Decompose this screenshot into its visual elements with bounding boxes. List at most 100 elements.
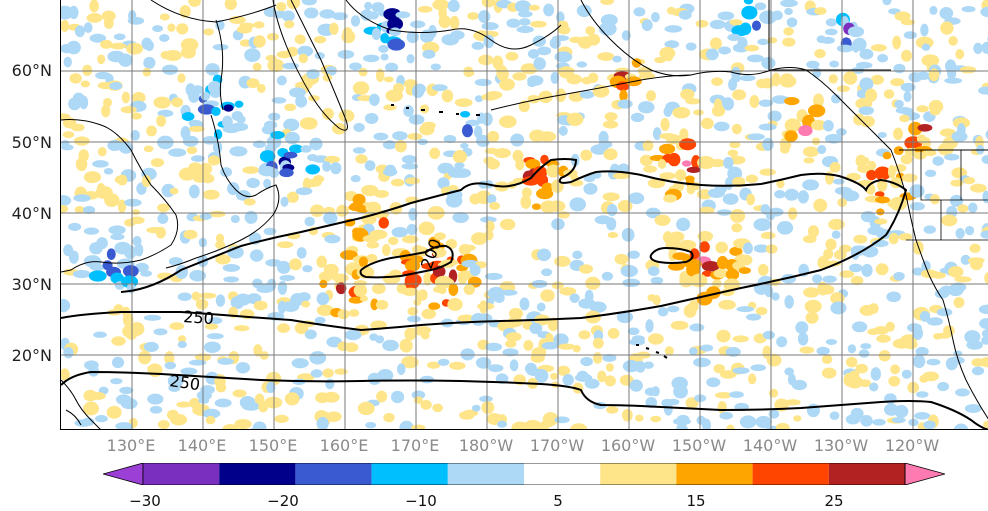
anomaly-patch — [755, 306, 768, 316]
anomaly-patch — [860, 343, 872, 350]
anomaly-patch — [353, 122, 365, 133]
anomaly-patch — [89, 264, 105, 271]
anomaly-patch — [534, 369, 549, 383]
anomaly-patch — [909, 184, 925, 198]
anomaly-patch — [130, 112, 142, 120]
anomaly-patch — [253, 300, 268, 311]
anomaly-patch — [716, 329, 731, 343]
anomaly-patch — [954, 276, 972, 283]
anomaly-patch — [297, 45, 314, 57]
anomaly-patch — [118, 141, 134, 154]
anomaly-patch — [365, 421, 377, 429]
anomaly-patch — [371, 2, 385, 13]
anomaly-patch — [263, 178, 272, 189]
anomaly-patch — [119, 386, 134, 395]
anomaly-patch — [904, 340, 918, 350]
anomaly-patch — [101, 10, 116, 22]
anomaly-patch — [125, 327, 138, 340]
anomaly-patch — [979, 318, 988, 329]
anomaly-patch — [531, 347, 547, 360]
anomaly-patch — [383, 76, 394, 83]
anomaly-patch — [932, 156, 944, 166]
anomaly-patch — [383, 104, 397, 111]
anomaly-patch — [68, 5, 79, 19]
anomaly-patch — [314, 52, 325, 60]
anomaly-patch — [722, 97, 735, 111]
anomaly-patch — [289, 258, 302, 271]
anomaly-patch — [757, 38, 769, 46]
anomaly-patch — [727, 149, 739, 157]
anomaly-patch — [83, 227, 100, 235]
anomaly-patch — [536, 187, 554, 200]
anomaly-patch — [352, 193, 366, 206]
anomaly-patch — [399, 338, 413, 353]
anomaly-patch — [732, 43, 749, 53]
anomaly-patch — [538, 90, 553, 104]
anomaly-patch — [760, 231, 776, 240]
anomaly-patch — [177, 73, 186, 83]
anomaly-patch — [376, 299, 389, 310]
anomaly-patch — [678, 239, 697, 251]
anomaly-patch — [859, 77, 874, 91]
colorbar-tick: 15 — [686, 492, 706, 510]
anomaly-patch — [120, 106, 137, 114]
anomaly-patch — [732, 335, 749, 343]
anomaly-patch — [634, 414, 644, 422]
anomaly-patch — [725, 268, 740, 281]
anomaly-patch — [481, 0, 496, 8]
anomaly-patch — [167, 23, 176, 32]
anomaly-patch — [371, 27, 381, 41]
anomaly-patch — [401, 163, 419, 170]
anomaly-patch — [509, 359, 519, 372]
anomaly-patch — [493, 147, 511, 159]
anomaly-patch — [348, 309, 360, 317]
anomaly-patch — [963, 177, 976, 185]
anomaly-patch — [833, 178, 845, 185]
anomaly-patch — [982, 190, 988, 204]
anomaly-patch — [163, 49, 182, 62]
anomaly-patch — [471, 404, 481, 412]
anomaly-patch — [520, 195, 532, 209]
anomaly-patch — [761, 78, 774, 89]
anomaly-patch — [622, 278, 641, 288]
anomaly-patch — [614, 253, 629, 265]
anomaly-patch — [324, 234, 341, 244]
anomaly-patch — [61, 19, 70, 33]
anomaly-patch — [244, 210, 258, 224]
anomaly-patch — [146, 125, 157, 137]
anomaly-patch — [445, 194, 463, 208]
anomaly-patch — [63, 56, 72, 68]
anomaly-patch — [908, 121, 923, 136]
anomaly-patch — [715, 241, 728, 254]
anomaly-patch — [484, 230, 494, 241]
anomaly-patch — [306, 68, 320, 80]
anomaly-patch — [872, 418, 886, 426]
anomaly-patch — [521, 187, 532, 198]
anomaly-patch — [438, 285, 447, 295]
anomaly-patch — [79, 95, 89, 110]
anomaly-patch — [546, 164, 561, 178]
anomaly-patch — [912, 326, 924, 340]
colorbar-tick: 25 — [824, 492, 844, 510]
anomaly-patch — [469, 264, 481, 277]
anomaly-patch — [784, 399, 801, 406]
anomaly-patch — [553, 333, 569, 347]
anomaly-patch — [566, 112, 584, 126]
anomaly-patch — [621, 408, 633, 422]
anomaly-patch — [813, 198, 828, 213]
anomaly-patch — [188, 0, 201, 7]
anomaly-patch — [188, 89, 200, 103]
anomaly-patch — [782, 37, 796, 47]
anomaly-patch — [914, 412, 931, 420]
anomaly-patch — [807, 104, 826, 118]
anomaly-patch — [846, 375, 863, 389]
anomaly-patch — [829, 161, 841, 173]
anomaly-patch — [281, 301, 300, 312]
anomaly-patch — [211, 106, 221, 116]
anomaly-patch — [208, 317, 223, 325]
anomaly-patch — [757, 263, 769, 276]
anomaly-patch — [641, 19, 653, 32]
anomaly-patch — [403, 104, 414, 117]
anomaly-patch — [206, 333, 224, 340]
anomaly-patch — [378, 217, 389, 229]
